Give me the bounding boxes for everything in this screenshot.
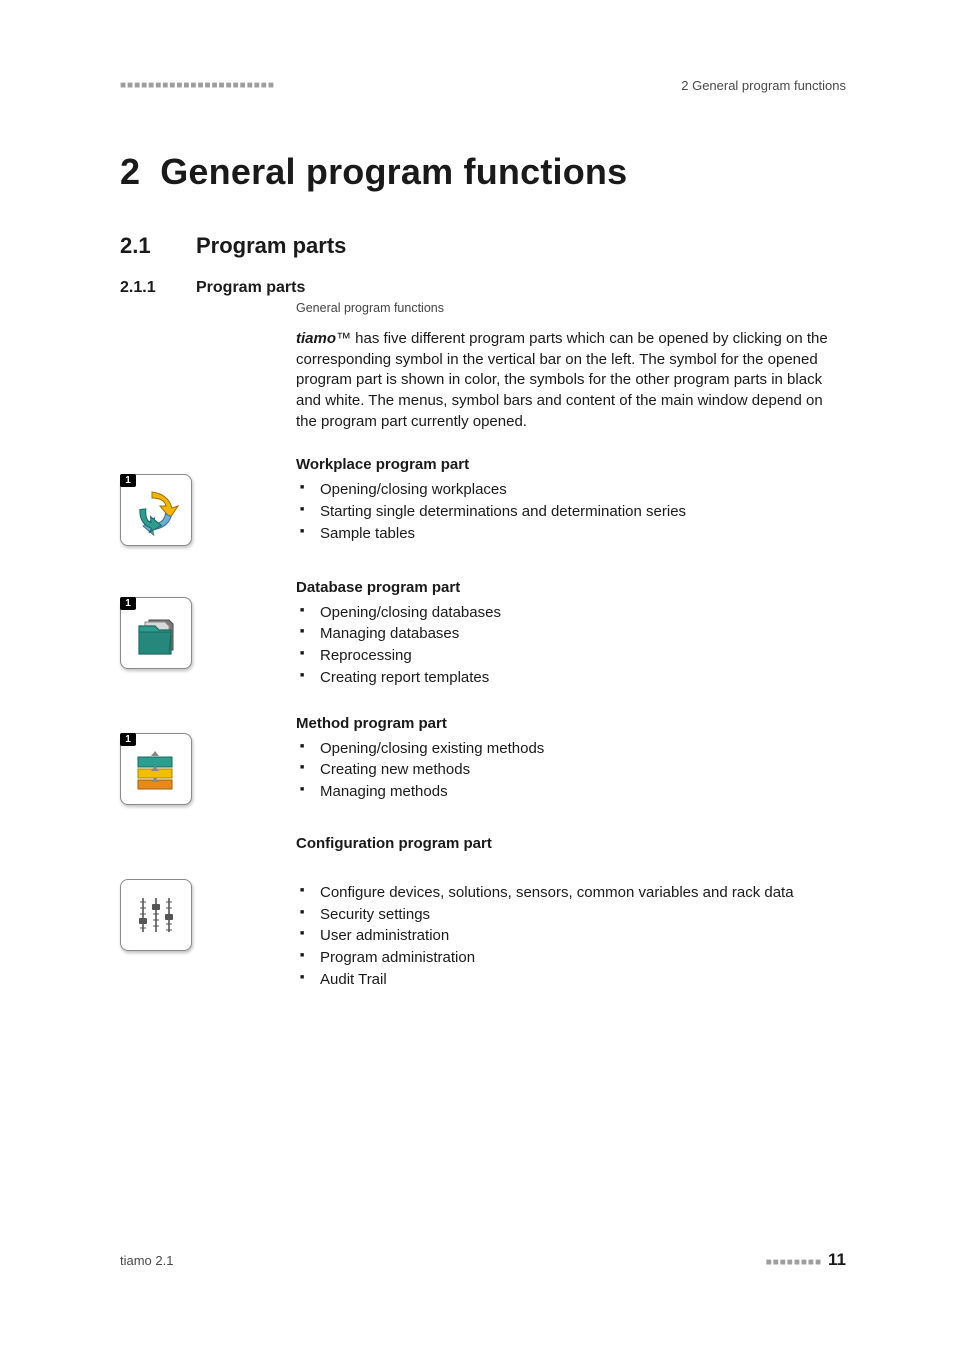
method-icon: 1 bbox=[120, 733, 192, 805]
list-item: Configure devices, solutions, sensors, c… bbox=[296, 882, 846, 904]
footer-dots: ■■■■■■■■ bbox=[766, 1257, 822, 1268]
page-header: ■■■■■■■■■■■■■■■■■■■■■■ 2 General program… bbox=[120, 78, 846, 93]
configuration-section: Configuration program part Configure dev… bbox=[296, 835, 846, 991]
header-dots: ■■■■■■■■■■■■■■■■■■■■■■ bbox=[120, 80, 275, 91]
list-item: Reprocessing bbox=[296, 645, 846, 667]
chapter-number: 2 bbox=[120, 151, 140, 193]
method-heading: Method program part bbox=[296, 715, 846, 732]
intro-rest: has five different program parts which c… bbox=[296, 330, 828, 430]
workplace-icon-inner bbox=[121, 475, 191, 545]
subsection-number: 2.1.1 bbox=[120, 279, 196, 297]
database-list: Opening/closing databases Managing datab… bbox=[296, 602, 846, 689]
content-caption: General program functions bbox=[296, 301, 846, 315]
list-item: Program administration bbox=[296, 947, 846, 969]
intro-paragraph: tiamo™ has five different program parts … bbox=[296, 329, 846, 432]
section-number: 2.1 bbox=[120, 233, 196, 259]
list-item: Creating report templates bbox=[296, 667, 846, 689]
section-text: Program parts bbox=[196, 233, 346, 258]
footer-right: ■■■■■■■■ 11 bbox=[766, 1250, 846, 1270]
page-number: 11 bbox=[828, 1250, 846, 1269]
list-item: Opening/closing workplaces bbox=[296, 479, 846, 501]
subsection-text: Program parts bbox=[196, 279, 305, 296]
workplace-heading: Workplace program part bbox=[296, 456, 846, 473]
subsection-title: 2.1.1Program parts bbox=[120, 279, 846, 297]
list-item: Opening/closing databases bbox=[296, 602, 846, 624]
list-item: Audit Trail bbox=[296, 969, 846, 991]
method-section: 1 Method program part Opening/closing ex… bbox=[296, 715, 846, 803]
list-item: Creating new methods bbox=[296, 759, 846, 781]
database-icon: 1 bbox=[120, 597, 192, 669]
list-item: Starting single determinations and deter… bbox=[296, 501, 846, 523]
chapter-text: General program functions bbox=[160, 151, 627, 192]
method-list: Opening/closing existing methods Creatin… bbox=[296, 738, 846, 803]
configuration-list: Configure devices, solutions, sensors, c… bbox=[296, 882, 846, 991]
configuration-icon bbox=[120, 879, 192, 951]
page-footer: tiamo 2.1 ■■■■■■■■ 11 bbox=[120, 1250, 846, 1270]
configuration-heading: Configuration program part bbox=[296, 835, 846, 852]
list-item: Managing methods bbox=[296, 781, 846, 803]
list-item: User administration bbox=[296, 925, 846, 947]
configuration-icon-inner bbox=[121, 880, 191, 950]
list-item: Sample tables bbox=[296, 523, 846, 545]
workplace-icon: 1 bbox=[120, 474, 192, 546]
header-right-text: 2 General program functions bbox=[681, 78, 846, 93]
chapter-title: 2 General program functions bbox=[120, 151, 846, 193]
intro-tiamo: tiamo bbox=[296, 330, 336, 347]
workplace-section: 1 Workplace program part Opening/closing… bbox=[296, 456, 846, 544]
list-item: Managing databases bbox=[296, 623, 846, 645]
workplace-list: Opening/closing workplaces Starting sing… bbox=[296, 479, 846, 544]
method-icon-inner bbox=[121, 734, 191, 804]
intro-tm: ™ bbox=[336, 330, 351, 347]
footer-left-text: tiamo 2.1 bbox=[120, 1253, 173, 1268]
list-item: Security settings bbox=[296, 904, 846, 926]
section-title: 2.1Program parts bbox=[120, 233, 846, 259]
database-heading: Database program part bbox=[296, 579, 846, 596]
database-section: 1 Database program part Opening/closing … bbox=[296, 579, 846, 689]
list-item: Opening/closing existing methods bbox=[296, 738, 846, 760]
database-icon-inner bbox=[121, 598, 191, 668]
